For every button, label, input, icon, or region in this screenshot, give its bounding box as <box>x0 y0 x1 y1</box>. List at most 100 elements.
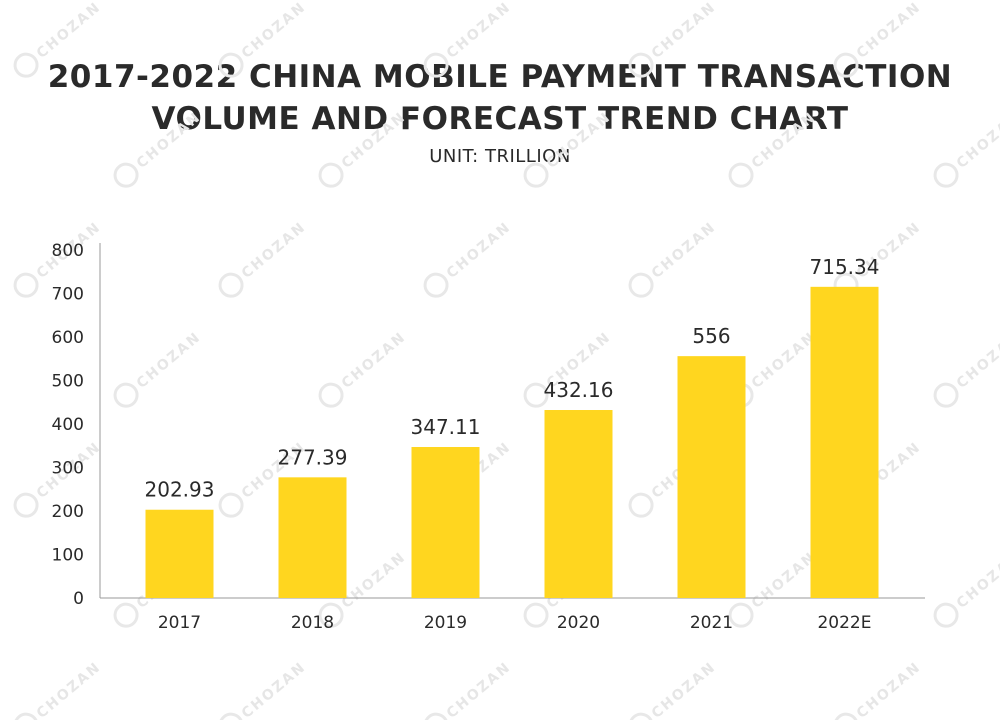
watermark-logo: CHOZAN <box>13 0 105 78</box>
watermark-icon <box>218 272 244 298</box>
y-tick-label: 100 <box>52 546 84 566</box>
watermark-text: CHOZAN <box>444 659 515 720</box>
watermark-icon <box>833 52 859 78</box>
bar-2020 <box>544 410 613 598</box>
watermark-text: CHOZAN <box>239 659 310 720</box>
watermark-logo: CHOZAN <box>218 659 310 720</box>
bar-2018 <box>278 477 347 598</box>
watermark-logo: CHOZAN <box>423 219 515 298</box>
watermark-logo: CHOZAN <box>318 109 410 188</box>
watermark-logo: CHOZAN <box>13 659 105 720</box>
watermark-icon <box>13 272 39 298</box>
watermark-logo: CHOZAN <box>423 0 515 78</box>
watermark-icon <box>13 712 39 720</box>
watermark-text: CHOZAN <box>649 0 720 62</box>
y-tick-label: 0 <box>73 589 84 609</box>
y-tick-label: 400 <box>52 415 84 435</box>
watermark-icon <box>113 382 139 408</box>
x-axis: 2017 2018 2019 2020 2021 2022E <box>100 597 925 633</box>
watermark-icon <box>628 272 654 298</box>
watermark-text: CHOZAN <box>854 0 925 62</box>
x-tick-label: 2018 <box>291 613 334 633</box>
watermark-icon <box>933 162 959 188</box>
watermark-text: CHOZAN <box>134 109 205 172</box>
watermark-text: CHOZAN <box>854 659 925 720</box>
watermark-logo: CHOZAN <box>628 0 720 78</box>
watermark-text: CHOZAN <box>954 109 1000 172</box>
watermark-icon <box>423 712 449 720</box>
watermark-text: CHOZAN <box>34 659 105 720</box>
watermark-icon <box>728 162 754 188</box>
watermark-text: CHOZAN <box>749 329 820 392</box>
watermark-icon <box>318 602 344 628</box>
watermark-icon <box>318 162 344 188</box>
watermark-icon <box>218 52 244 78</box>
y-axis: 0 100 200 300 400 500 600 700 800 <box>52 241 101 609</box>
watermark-logo: CHOZAN <box>628 659 720 720</box>
watermark-text: CHOZAN <box>444 219 515 282</box>
x-tick-label: 2021 <box>690 613 733 633</box>
value-label: 347.11 <box>411 415 481 439</box>
watermark-logo: CHOZAN <box>318 329 410 408</box>
watermark-text: CHOZAN <box>444 0 515 62</box>
watermark-icon <box>523 602 549 628</box>
x-tick-label: 2017 <box>158 613 201 633</box>
watermark-icon <box>628 492 654 518</box>
watermark-icon <box>523 382 549 408</box>
watermark-icon <box>523 162 549 188</box>
watermark-text: CHOZAN <box>134 329 205 392</box>
watermark-icon <box>113 162 139 188</box>
watermark-text: CHOZAN <box>239 219 310 282</box>
watermark-text: CHOZAN <box>749 109 820 172</box>
watermark-icon <box>628 52 654 78</box>
watermark-icon <box>728 602 754 628</box>
value-label: 277.39 <box>278 445 348 469</box>
bar-2017 <box>145 509 214 598</box>
watermark-logo: CHOZAN <box>933 549 1000 628</box>
watermark-text: CHOZAN <box>239 0 310 62</box>
watermark-logo: CHOZAN <box>933 329 1000 408</box>
watermark-text: CHOZAN <box>649 219 720 282</box>
y-tick-label: 700 <box>52 285 84 305</box>
watermark-text: CHOZAN <box>339 329 410 392</box>
watermark-logo: CHOZAN <box>833 0 925 78</box>
watermark-logo: CHOZAN <box>218 0 310 78</box>
watermark-logo: CHOZAN <box>113 109 205 188</box>
watermark-icon <box>628 712 654 720</box>
value-label: 556 <box>692 324 730 348</box>
watermark-logo: CHOZAN <box>423 659 515 720</box>
value-label: 202.93 <box>145 478 215 502</box>
x-tick-label: 2022E <box>817 613 871 633</box>
bars <box>145 286 879 598</box>
watermark-text: CHOZAN <box>954 549 1000 612</box>
watermark-text: CHOZAN <box>34 0 105 62</box>
watermark-text: CHOZAN <box>749 549 820 612</box>
watermark-icon <box>218 712 244 720</box>
bar-2019 <box>411 447 480 598</box>
watermark-icon <box>318 382 344 408</box>
value-labels: 202.93 277.39 347.11 432.16 556 715.34 <box>145 255 880 502</box>
bar-2022e <box>810 286 879 598</box>
chart-title-line-2: VOLUME AND FORECAST TREND CHART <box>151 101 849 137</box>
watermark-logo: CHOZAN <box>113 329 205 408</box>
watermark-logo: CHOZAN <box>0 326 1 411</box>
watermark-icon <box>13 52 39 78</box>
watermark-icon <box>833 712 859 720</box>
value-label: 432.16 <box>544 378 614 402</box>
watermark-text: CHOZAN <box>649 659 720 720</box>
y-tick-label: 200 <box>52 502 84 522</box>
chart-title-line-1: 2017-2022 CHINA MOBILE PAYMENT TRANSACTI… <box>47 59 953 95</box>
watermark-logo: CHOZAN <box>218 219 310 298</box>
chart-title: 2017-2022 CHINA MOBILE PAYMENT TRANSACTI… <box>0 56 1000 140</box>
watermark-logo: CHOZAN <box>0 546 1 631</box>
watermark-icon <box>218 492 244 518</box>
y-tick-label: 600 <box>52 328 84 348</box>
y-tick-label: 500 <box>52 372 84 392</box>
watermark-text: CHOZAN <box>339 109 410 172</box>
x-tick-label: 2020 <box>557 613 600 633</box>
watermark-logo: CHOZAN <box>933 109 1000 188</box>
y-tick-label: 300 <box>52 459 84 479</box>
watermark-icon <box>423 52 449 78</box>
x-tick-label: 2019 <box>424 613 467 633</box>
